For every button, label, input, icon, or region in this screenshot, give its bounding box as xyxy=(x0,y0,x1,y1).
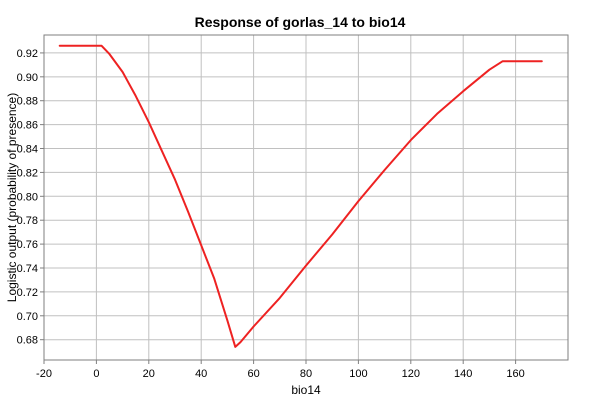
series-line xyxy=(58,44,543,348)
grid-lines xyxy=(43,35,568,360)
x-tick-label: 160 xyxy=(506,368,524,380)
x-tick-label: -20 xyxy=(36,368,52,380)
y-tick-label: 0.74 xyxy=(17,263,38,275)
y-tick-label: 0.76 xyxy=(17,239,38,251)
x-tick-label: 40 xyxy=(195,368,207,380)
y-tick-label: 0.70 xyxy=(17,311,38,323)
x-tick-label: 80 xyxy=(300,368,312,380)
x-tick-label: 100 xyxy=(349,368,367,380)
axis-ticks: -20 0 20 40 60 80 100 120 140 160 0.68 0.70 0.72 0.74… xyxy=(17,48,525,380)
x-axis-label: bio14 xyxy=(291,383,321,397)
y-tick-label: 0.68 xyxy=(17,335,38,347)
x-tick-label: 120 xyxy=(402,368,420,380)
y-tick-label: 0.82 xyxy=(17,167,38,179)
chart-title: Response of gorlas_14 to bio14 xyxy=(194,14,406,30)
y-tick-label: 0.90 xyxy=(17,72,38,84)
y-tick-label: 0.88 xyxy=(17,96,38,108)
y-tick-label: 0.72 xyxy=(17,287,38,299)
y-axis-label: Logistic output (probability of presence… xyxy=(5,93,19,302)
y-tick-label: 0.80 xyxy=(17,191,38,203)
y-tick-label: 0.92 xyxy=(17,48,38,60)
series-layer xyxy=(58,44,543,348)
x-tick-label: 60 xyxy=(247,368,259,380)
y-tick-label: 0.84 xyxy=(17,144,38,156)
y-tick-label: 0.86 xyxy=(17,120,38,132)
x-tick-label: 20 xyxy=(143,368,155,380)
x-tick-label: 0 xyxy=(93,368,99,380)
x-tick-label: 140 xyxy=(454,368,472,380)
y-tick-label: 0.78 xyxy=(17,215,38,227)
